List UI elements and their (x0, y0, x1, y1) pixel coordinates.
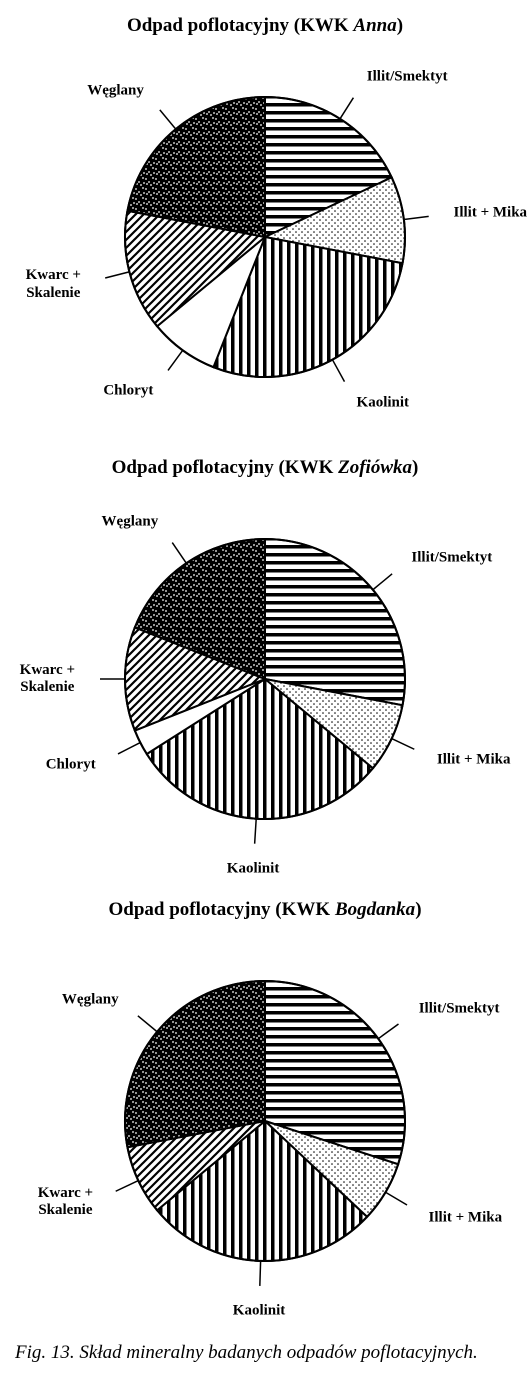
pie-svg (15, 931, 515, 1311)
chart-title-prefix: Odpad poflotacyjny (KWK (127, 15, 353, 36)
slice-label: Chloryt (103, 382, 153, 399)
slice-label: Illit/Smektyt (411, 549, 492, 566)
chart-title-italic: Bogdanka (335, 899, 415, 920)
leader-line (260, 1261, 261, 1286)
chart-title-suffix: ) (397, 15, 403, 36)
leader-line (332, 360, 344, 382)
leader-line (116, 1181, 139, 1192)
pie-area: Illit/SmektytIllit + MikaKaolinitKwarc +… (15, 931, 515, 1311)
slice-label: Illit + Mika (429, 1209, 503, 1226)
pie-slice (125, 981, 265, 1147)
slice-label: Illit/Smektyt (419, 1001, 500, 1018)
leader-line (386, 1192, 408, 1205)
slice-label: Kaolinit (233, 1302, 286, 1319)
chart-title-suffix: ) (412, 457, 418, 478)
slice-label: Illit + Mika (437, 751, 511, 768)
leader-line (118, 743, 140, 754)
leader-line (404, 216, 429, 219)
leader-line (255, 819, 257, 844)
pie-chart-block: Odpad poflotacyjny (KWK Bogdanka) (15, 899, 515, 1311)
leader-line (138, 1016, 157, 1032)
pie-chart-block: Odpad poflotacyjny (KWK Zofiówka) (15, 457, 515, 869)
chart-title-prefix: Odpad poflotacyjny (KWK (112, 457, 338, 478)
slice-label: Illit + Mika (454, 205, 528, 222)
pie-area: Illit/SmektytIllit + MikaKaolinitChloryt… (15, 47, 515, 427)
slice-label: Chloryt (46, 757, 96, 774)
chart-title-italic: Zofiówka (338, 457, 412, 478)
slice-label: Illit/Smektyt (367, 68, 448, 85)
chart-title: Odpad poflotacyjny (KWK Bogdanka) (15, 899, 515, 921)
leader-line (105, 272, 129, 278)
slice-label: Kaolinit (227, 860, 280, 877)
leader-line (378, 1024, 398, 1039)
chart-title-suffix: ) (415, 899, 421, 920)
figure-caption: Fig. 13. Skład mineralny badanych odpadó… (15, 1341, 515, 1366)
chart-title-prefix: Odpad poflotacyjny (KWK (108, 899, 334, 920)
chart-title: Odpad poflotacyjny (KWK Zofiówka) (15, 457, 515, 479)
slice-label: Węglany (62, 991, 119, 1008)
leader-line (172, 543, 186, 564)
pie-slice (265, 539, 405, 705)
leader-line (392, 739, 415, 750)
slice-label: Węglany (102, 513, 159, 530)
leader-line (340, 98, 353, 119)
slice-label: Kwarc + Skalenie (20, 662, 75, 697)
chart-title: Odpad poflotacyjny (KWK Anna) (15, 15, 515, 37)
pie-chart-block: Odpad poflotacyjny (KWK Anna) (15, 15, 515, 427)
slice-label: Węglany (87, 82, 144, 99)
leader-line (160, 110, 176, 129)
slice-label: Kwarc + Skalenie (26, 267, 81, 302)
chart-title-italic: Anna (353, 15, 396, 36)
pie-svg (15, 47, 515, 427)
pie-svg (15, 489, 515, 869)
slice-label: Kaolinit (357, 395, 410, 412)
leader-line (373, 574, 392, 590)
pie-area: Illit/SmektytIllit + MikaKaolinitChloryt… (15, 489, 515, 869)
leader-line (168, 350, 183, 370)
slice-label: Kwarc + Skalenie (38, 1185, 93, 1220)
